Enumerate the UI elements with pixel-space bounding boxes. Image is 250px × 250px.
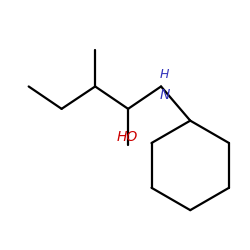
Text: H: H xyxy=(160,68,170,82)
Text: N: N xyxy=(160,88,170,102)
Text: HO: HO xyxy=(116,130,138,144)
